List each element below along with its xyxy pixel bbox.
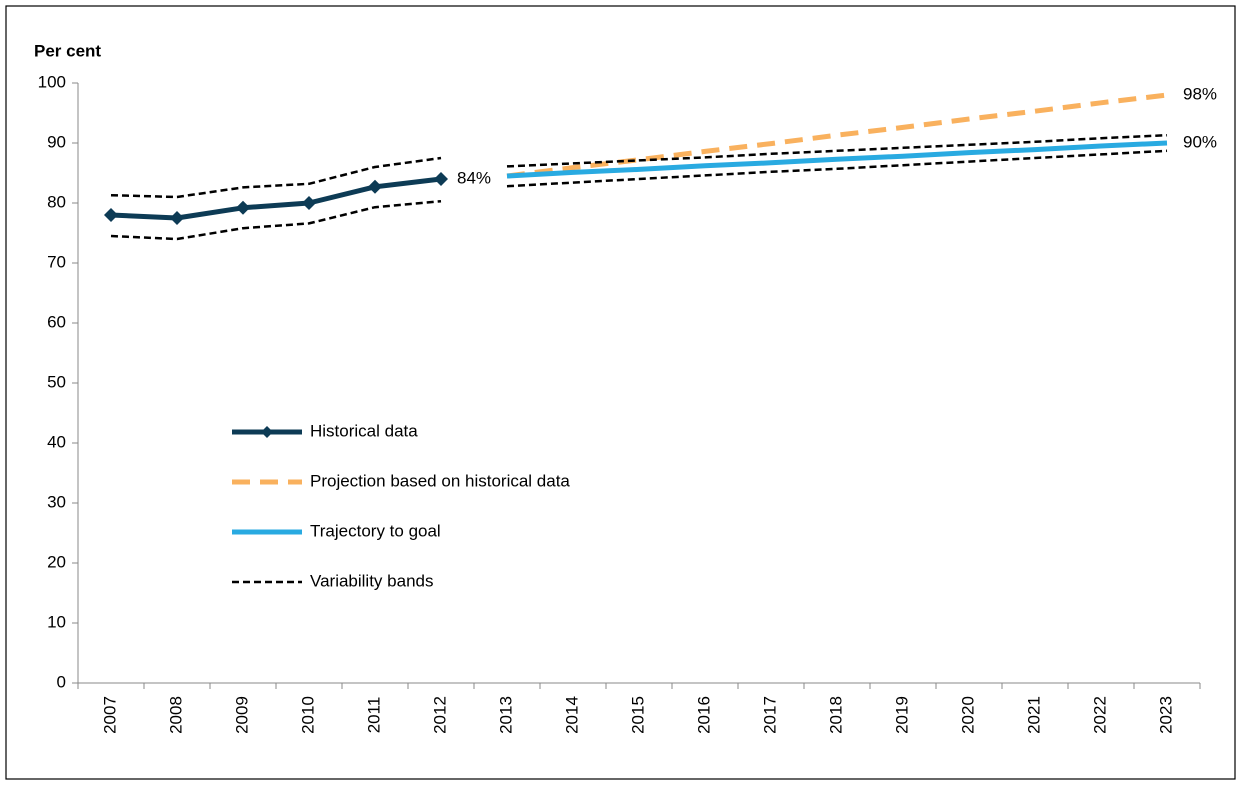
y-tick-label: 20 [47,552,66,571]
x-tick-label: 2018 [826,696,845,734]
x-tick-label: 2012 [430,696,449,734]
x-tick-label: 2008 [166,696,185,734]
legend-label: Trajectory to goal [310,521,441,540]
x-tick-label: 2022 [1090,696,1109,734]
data-label: 98% [1183,84,1217,103]
legend-label: Variability bands [310,571,433,590]
band-line [506,149,1168,188]
y-tick-label: 60 [47,312,66,331]
y-tick-label: 90 [47,132,66,151]
legend-label: Projection based on historical data [310,471,570,490]
x-tick-label: 2007 [100,696,119,734]
legend-marker [261,426,273,438]
y-tick-label: 10 [47,612,66,631]
y-tick-label: 80 [47,192,66,211]
x-tick-label: 2011 [364,697,383,734]
marker [368,179,382,194]
y-tick-label: 100 [38,72,66,91]
x-tick-label: 2023 [1156,696,1175,734]
band-line [506,133,1168,168]
x-tick-label: 2021 [1024,696,1043,734]
marker [104,208,118,222]
x-tick-label: 2009 [232,696,251,734]
series-line [110,176,442,221]
x-tick-label: 2014 [562,696,581,734]
band-line [110,199,442,241]
x-tick-label: 2010 [298,696,317,734]
y-tick-label: 40 [47,432,66,451]
chart-frame [5,5,1236,780]
series-line [506,140,1168,179]
marker [302,196,316,210]
y-tick-label: 30 [47,492,66,511]
marker [170,211,184,225]
x-tick-label: 2017 [760,696,779,734]
marker [236,200,250,215]
data-label: 84% [457,168,491,187]
y-tick-label: 50 [47,372,66,391]
x-tick-label: 2016 [694,696,713,734]
band-line [110,156,442,199]
series-line [506,92,1168,179]
y-tick-label: 0 [57,672,66,691]
x-tick-label: 2015 [628,696,647,734]
y-tick-label: 70 [47,252,66,271]
x-tick-label: 2020 [958,696,977,734]
legend-label: Historical data [310,421,418,440]
marker [434,172,448,186]
x-tick-label: 2013 [496,696,515,734]
x-tick-label: 2019 [892,696,911,734]
data-label: 90% [1183,132,1217,151]
y-axis-label: Per cent [34,41,101,60]
